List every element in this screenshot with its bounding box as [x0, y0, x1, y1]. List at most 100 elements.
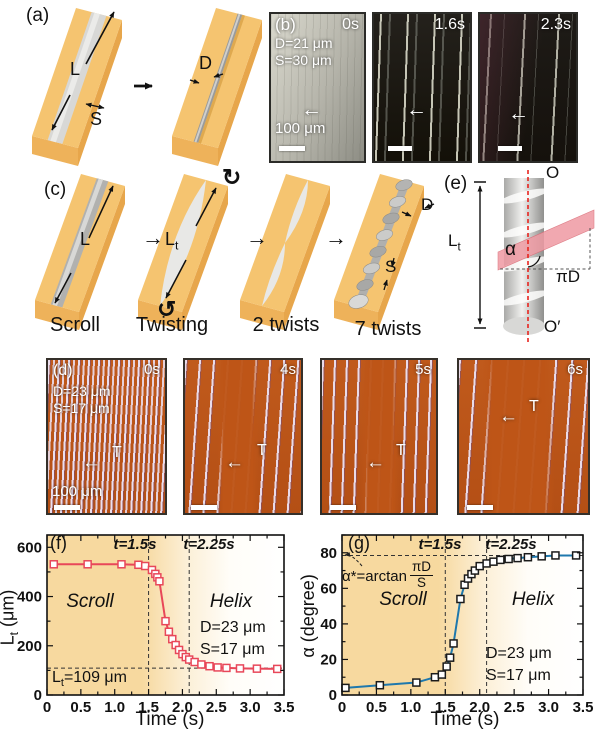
diameter-label: D=23 μm: [53, 383, 111, 399]
slab-rolled-scroll: [172, 8, 262, 166]
tether-label: T: [257, 442, 267, 459]
micrograph-b-0s: (b) 0s D=21 μm S=30 μm ← 100 μm: [269, 12, 366, 163]
scalebar: [467, 505, 493, 510]
x-tick-label: 1.0: [104, 699, 125, 716]
stage-label-2-twists: 2 twists: [252, 314, 320, 336]
scalebar: [330, 505, 356, 510]
spacing-label: S=30 μm: [275, 52, 332, 68]
data-point: [475, 561, 484, 571]
x-tick-label: 0.5: [70, 699, 91, 716]
point-O-label: O: [546, 163, 560, 182]
y-tick-label: 200: [17, 638, 42, 655]
x-tick-label: 2.5: [206, 699, 227, 716]
x-tick-label: 2.0: [172, 699, 193, 716]
slab-twisting: [138, 174, 228, 330]
x-tick-label: 0.5: [366, 699, 387, 716]
y-tick-label: 600: [17, 539, 42, 556]
stage-label-twisting: Twisting: [135, 314, 209, 336]
dim-Lt-label: Lt: [165, 229, 179, 253]
panel-c-drawing: [35, 174, 435, 330]
scalebar: [54, 505, 80, 510]
data-point: [341, 683, 350, 693]
plot-border: [341, 534, 584, 696]
data-point: [134, 560, 143, 570]
alpha-star-formula: α*=arctan πD S: [342, 559, 434, 590]
data-point: [252, 664, 262, 673]
panel-d-label: (d): [53, 362, 73, 379]
left-arrow-icon: ←: [301, 98, 322, 121]
micrograph-d-6s: 6s ← T: [457, 358, 590, 515]
panel-c-label: (c): [44, 179, 67, 200]
helix-bottom-cap: [503, 317, 545, 335]
y-tick-label: 0: [329, 687, 337, 704]
data-point: [437, 670, 447, 679]
scalebar-label: 100 μm: [275, 120, 326, 137]
region-label-helix: Helix: [209, 591, 253, 612]
data-point: [155, 577, 164, 586]
scalebar: [191, 505, 217, 510]
data-point: [496, 555, 505, 565]
x-tick-label: 2.5: [504, 699, 525, 716]
unwrapped-ribbon: [497, 209, 595, 271]
alpha-angle-arc: [527, 255, 541, 268]
left-arrow-icon: ←: [508, 102, 529, 125]
x-tick-label: 0: [338, 699, 346, 716]
piD-label: πD: [556, 267, 581, 286]
spacing-label: S=17 μm: [53, 400, 110, 416]
tether-label: T: [529, 398, 539, 415]
data-point: [190, 657, 199, 667]
formula-pointer-arrow: [344, 551, 363, 567]
alpha-label: α: [505, 239, 516, 260]
data-point: [213, 663, 222, 672]
micrograph-b-2.3s: 2.3s ←: [478, 12, 578, 163]
x-tick-label: 2.0: [469, 699, 490, 716]
data-point: [513, 553, 522, 563]
timestamp: 0s: [144, 361, 160, 378]
timestamp: 1.6s: [434, 16, 465, 33]
left-arrow-icon: ←: [366, 452, 385, 473]
point-O-prime-label: O′: [544, 317, 561, 336]
y-axis-label: Lt (μm): [0, 589, 22, 646]
timestamp: 4s: [280, 361, 296, 378]
data-point: [161, 616, 170, 626]
data-point: [442, 662, 451, 671]
micrograph-b-1.6s: 1.6s ←: [372, 12, 472, 163]
dim-L-arrow: [51, 94, 71, 131]
construction-dashes: [500, 228, 591, 270]
tether-label: T: [112, 444, 122, 461]
info-S: S=17 μm: [200, 641, 265, 658]
annotation-t1: t=1.5s: [418, 536, 462, 553]
plot-border: [46, 534, 285, 696]
x-tick-label: 1.5: [435, 699, 456, 716]
data-point: [470, 566, 480, 575]
info-D: D=23 μm: [486, 645, 552, 662]
x-tick-label: 3.5: [573, 699, 594, 716]
data-point: [235, 664, 245, 673]
chart-f: 0 0.5 1.0 1.5 2.0 2.5 3.0 3.5 0 200 400 600 (f) t=1…: [0, 520, 300, 734]
stage-label-7-twists: 7 twists: [354, 318, 422, 340]
chart-g: 0 0.5 1.0 1.5 2.0 2.5 3.0 3.5 0 20 40 60 80 (g) t=1.…: [298, 520, 600, 734]
ccw-rotation-icon: ↺: [157, 296, 177, 322]
data-point: [164, 627, 174, 636]
data-point: [222, 663, 231, 673]
dim-S-label: S: [90, 109, 103, 129]
data-point: [375, 680, 385, 690]
left-arrow-icon: ←: [82, 452, 101, 473]
data-point: [49, 560, 59, 569]
diameter-label: D=21 μm: [275, 35, 333, 51]
dim-Lt-endbars: [474, 181, 486, 329]
scalebar: [498, 146, 522, 151]
y-tick-label: 60: [320, 580, 337, 597]
tether-label: T: [396, 442, 406, 459]
y-axis-label: α (degree): [298, 574, 319, 658]
x-tick-label: 0: [43, 699, 51, 716]
left-arrow-icon: ←: [499, 406, 518, 427]
dim-D-arrow-right: [213, 72, 224, 78]
data-point: [117, 560, 126, 569]
region-label-scroll: Scroll: [66, 591, 114, 612]
process-arrow-icon: →: [325, 225, 347, 250]
x-tick-label: 3.0: [538, 699, 559, 716]
slab-7-twists: [334, 174, 435, 330]
region-label-scroll: Scroll: [379, 589, 427, 610]
dim-Lt-label: Lt: [448, 231, 461, 254]
